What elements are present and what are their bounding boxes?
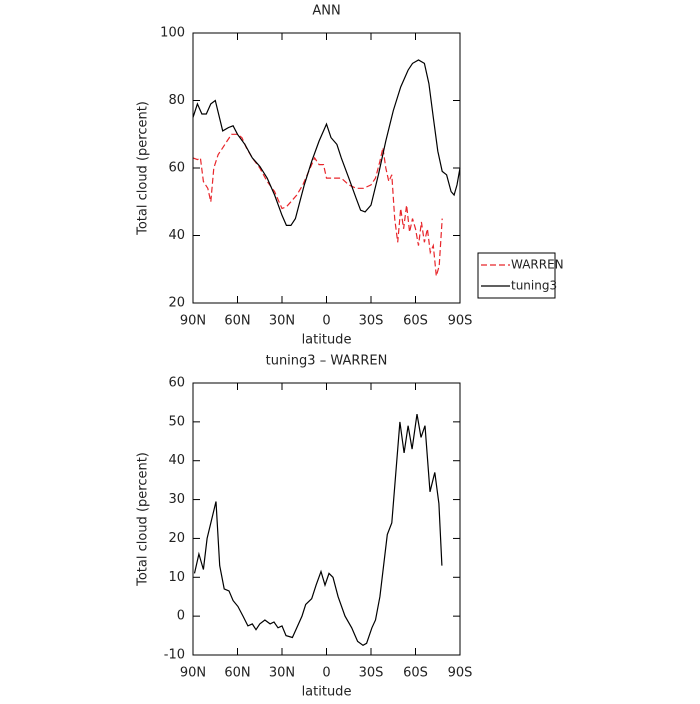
x-tick-label: 60S [403,314,428,329]
x-tick-label: 90N [180,666,206,681]
x-tick-label: 90N [180,314,206,329]
x-axis-label: latitude [302,333,352,348]
y-tick-label: 100 [160,26,185,41]
y-tick-label: 50 [168,414,185,429]
legend-label: WARREN [511,258,564,272]
x-tick-label: 30S [359,666,384,681]
y-tick-label: 40 [168,453,185,468]
x-tick-label: 90S [448,314,473,329]
y-tick-label: 60 [168,161,185,176]
y-tick-label: 80 [168,93,185,108]
plot-frame [192,32,461,304]
x-tick-label: 0 [322,314,330,329]
plot-frame [192,382,461,656]
y-tick-label: 60 [168,376,185,391]
x-tick-label: 30N [269,314,295,329]
y-tick-label: 10 [168,570,185,585]
x-tick-label: 30N [269,666,295,681]
x-tick-label: 60S [403,666,428,681]
x-tick-label: 60N [224,314,250,329]
y-tick-label: 20 [168,296,185,311]
x-tick-label: 60N [224,666,250,681]
y-axis-label: Total cloud (percent) [136,101,151,236]
x-tick-label: 90S [448,666,473,681]
y-tick-label: 0 [177,609,185,624]
data-line [193,413,443,647]
y-tick-label: -10 [164,648,185,663]
legend-label: tuning3 [511,279,557,293]
y-axis-label: Total cloud (percent) [136,452,151,587]
y-tick-label: 30 [168,492,185,507]
y-tick-label: 20 [168,531,185,546]
data-line [192,59,461,226]
y-tick-label: 40 [168,228,185,243]
x-axis-label: latitude [302,685,352,700]
chart-title: tuning3 – WARREN [266,354,388,369]
x-tick-label: 0 [322,666,330,681]
legend-box [477,252,556,299]
chart-title: ANN [312,4,340,19]
data-line [192,133,443,277]
x-tick-label: 30S [359,314,384,329]
